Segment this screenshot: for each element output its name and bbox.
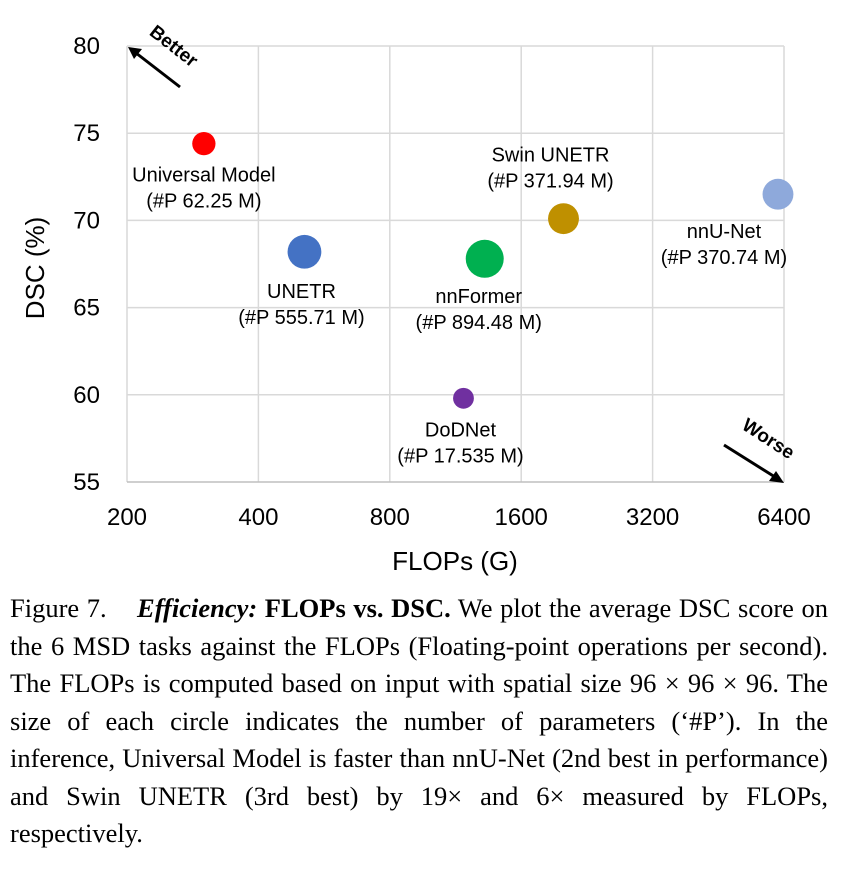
x-tick-label: 800 bbox=[370, 504, 410, 531]
point-name-label: DoDNet bbox=[425, 419, 497, 441]
tick-labels: 55 60 65 70 75 80 200 400 800 1600 3200 6400 bbox=[73, 33, 810, 531]
point-params-label: (#P 62.25 M) bbox=[146, 191, 261, 213]
point-labels: Universal Model (#P 62.25 M) UNETR (#P 555.… bbox=[132, 145, 787, 468]
gridlines bbox=[127, 45, 785, 482]
x-axis-title: FLOPs (G) bbox=[392, 546, 518, 576]
worse-label: Worse bbox=[738, 415, 798, 464]
x-tick-label: 1600 bbox=[495, 504, 548, 531]
point-name-label: Universal Model bbox=[132, 165, 275, 187]
worse-annotation: Worse bbox=[723, 415, 798, 483]
x-tick-label: 3200 bbox=[626, 504, 679, 531]
point-unetr bbox=[287, 234, 322, 269]
x-tick-label: 400 bbox=[238, 504, 278, 531]
worse-arrow-line bbox=[723, 443, 776, 479]
point-dodnet bbox=[453, 387, 474, 409]
point-name-label: UNETR bbox=[267, 281, 336, 303]
point-name-label: Swin UNETR bbox=[492, 145, 610, 167]
data-points bbox=[192, 132, 794, 409]
y-tick-label: 75 bbox=[73, 120, 100, 147]
y-tick-label: 60 bbox=[73, 382, 100, 409]
point-universal-model bbox=[192, 132, 216, 156]
point-nnformer bbox=[465, 239, 504, 278]
point-params-label: (#P 555.71 M) bbox=[238, 307, 364, 329]
point-params-label: (#P 17.535 M) bbox=[397, 445, 523, 467]
point-params-label: (#P 371.94 M) bbox=[487, 171, 613, 193]
caption-title-italic: Efficiency: bbox=[137, 593, 258, 623]
caption-prefix: Figure 7. bbox=[10, 593, 107, 623]
axes bbox=[126, 46, 784, 483]
point-nnu-net bbox=[762, 178, 794, 210]
better-annotation: Better bbox=[128, 21, 202, 89]
y-tick-label: 70 bbox=[73, 207, 100, 234]
point-params-label: (#P 894.48 M) bbox=[416, 312, 542, 334]
y-tick-label: 65 bbox=[73, 295, 100, 322]
y-axis-title: DSC (%) bbox=[20, 217, 50, 320]
y-tick-label: 55 bbox=[73, 469, 100, 496]
point-params-label: (#P 370.74 M) bbox=[661, 247, 787, 269]
x-tick-label: 6400 bbox=[757, 504, 810, 531]
flops-vs-dsc-chart: 55 60 65 70 75 80 200 400 800 1600 3200 6400 Univer… bbox=[20, 21, 811, 576]
point-swin-unetr bbox=[548, 203, 579, 235]
caption-body: We plot the average DSC score on the 6 M… bbox=[10, 593, 829, 848]
figure-caption: Figure 7. Efficiency: FLOPs vs. DSC. We … bbox=[10, 590, 828, 853]
y-tick-label: 80 bbox=[73, 33, 100, 60]
caption-title-bold: FLOPs vs. DSC. bbox=[264, 593, 451, 623]
better-arrowhead bbox=[128, 47, 142, 59]
better-arrow-line bbox=[135, 51, 181, 89]
better-label: Better bbox=[145, 21, 202, 72]
worse-arrowhead bbox=[769, 471, 784, 483]
x-tick-label: 200 bbox=[107, 504, 147, 531]
point-name-label: nnFormer bbox=[435, 286, 522, 308]
point-name-label: nnU-Net bbox=[687, 221, 762, 243]
